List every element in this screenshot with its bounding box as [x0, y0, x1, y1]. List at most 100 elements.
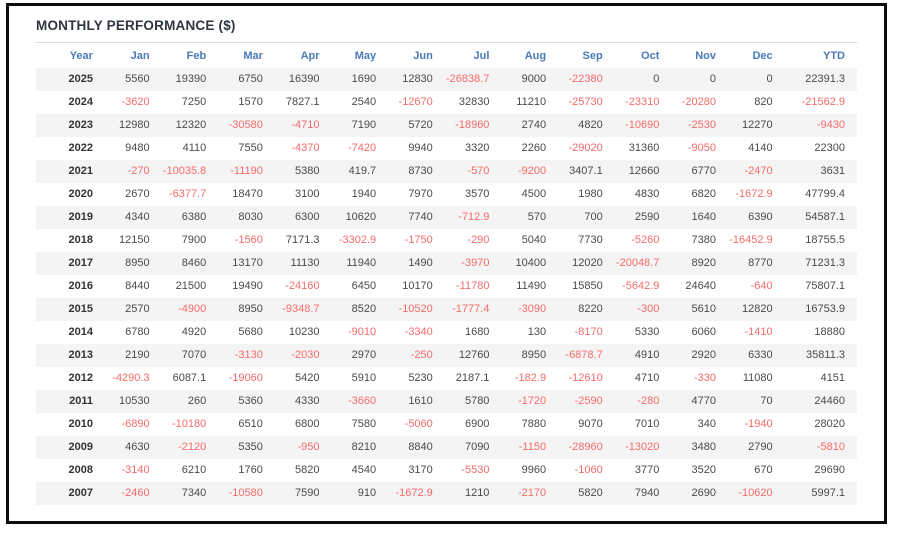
value-cell: 24460 — [785, 390, 857, 413]
value-cell: 8220 — [558, 298, 615, 321]
value-cell: 4770 — [671, 390, 728, 413]
value-cell: 7730 — [558, 229, 615, 252]
year-cell: 2014 — [36, 321, 105, 344]
monthly-performance-table: YearJanFebMarAprMayJunJulAugSepOctNovDec… — [36, 43, 857, 505]
value-cell: 2590 — [615, 206, 672, 229]
value-cell: 4820 — [558, 114, 615, 137]
year-cell: 2009 — [36, 436, 105, 459]
value-cell: -5060 — [388, 413, 445, 436]
value-cell: 7250 — [162, 91, 219, 114]
value-cell: 7590 — [275, 482, 332, 505]
value-cell: 1760 — [218, 459, 275, 482]
value-cell: 7090 — [445, 436, 502, 459]
value-cell: 1640 — [671, 206, 728, 229]
value-cell: -4290.3 — [105, 367, 162, 390]
value-cell: -10620 — [728, 482, 785, 505]
value-cell: -3130 — [218, 344, 275, 367]
value-cell: 7340 — [162, 482, 219, 505]
year-cell: 2017 — [36, 252, 105, 275]
value-cell: 22300 — [785, 137, 857, 160]
value-cell: 7190 — [332, 114, 389, 137]
value-cell: 2740 — [501, 114, 558, 137]
value-cell: 12270 — [728, 114, 785, 137]
table-row-2010: 2010-6890-10180651068007580-506069007880… — [36, 413, 857, 436]
value-cell: 8840 — [388, 436, 445, 459]
value-cell: 10400 — [501, 252, 558, 275]
year-cell: 2021 — [36, 160, 105, 183]
value-cell: 6510 — [218, 413, 275, 436]
value-cell: -20280 — [671, 91, 728, 114]
value-cell: 1570 — [218, 91, 275, 114]
value-cell: 5780 — [445, 390, 502, 413]
value-cell: 5360 — [218, 390, 275, 413]
value-cell: 3320 — [445, 137, 502, 160]
value-cell: -3660 — [332, 390, 389, 413]
value-cell: 6210 — [162, 459, 219, 482]
value-cell: 820 — [728, 91, 785, 114]
value-cell: -9430 — [785, 114, 857, 137]
value-cell: -19060 — [218, 367, 275, 390]
value-cell: 7010 — [615, 413, 672, 436]
year-cell: 2016 — [36, 275, 105, 298]
value-cell: 8730 — [388, 160, 445, 183]
value-cell: 6900 — [445, 413, 502, 436]
year-cell: 2025 — [36, 68, 105, 91]
value-cell: 11080 — [728, 367, 785, 390]
value-cell: 3480 — [671, 436, 728, 459]
value-cell: 5380 — [275, 160, 332, 183]
value-cell: 19390 — [162, 68, 219, 91]
value-cell: 570 — [501, 206, 558, 229]
value-cell: 6060 — [671, 321, 728, 344]
value-cell: -30580 — [218, 114, 275, 137]
column-header-feb: Feb — [162, 43, 219, 68]
value-cell: 7740 — [388, 206, 445, 229]
table-row-2020: 20202670-6377.71847031001940797035704500… — [36, 183, 857, 206]
value-cell: 7880 — [501, 413, 558, 436]
value-cell: 11210 — [501, 91, 558, 114]
year-cell: 2019 — [36, 206, 105, 229]
value-cell: 1490 — [388, 252, 445, 275]
value-cell: 6380 — [162, 206, 219, 229]
value-cell: 3770 — [615, 459, 672, 482]
value-cell: 4830 — [615, 183, 672, 206]
value-cell: 2540 — [332, 91, 389, 114]
value-cell: 4910 — [615, 344, 672, 367]
value-cell: 5820 — [275, 459, 332, 482]
value-cell: -20048.7 — [615, 252, 672, 275]
value-cell: 4140 — [728, 137, 785, 160]
value-cell: 6780 — [105, 321, 162, 344]
value-cell: -2590 — [558, 390, 615, 413]
value-cell: 54587.1 — [785, 206, 857, 229]
value-cell: -5260 — [615, 229, 672, 252]
value-cell: -1672.9 — [728, 183, 785, 206]
screenshot-frame: MONTHLY PERFORMANCE ($) YearJanFebMarApr… — [6, 3, 887, 524]
year-cell: 2012 — [36, 367, 105, 390]
table-row-2012: 2012-4290.36087.1-190605420591052302187.… — [36, 367, 857, 390]
value-cell: 7827.1 — [275, 91, 332, 114]
page-title: MONTHLY PERFORMANCE ($) — [36, 18, 857, 33]
value-cell: 5610 — [671, 298, 728, 321]
value-cell: 11940 — [332, 252, 389, 275]
value-cell: 5230 — [388, 367, 445, 390]
value-cell: 13170 — [218, 252, 275, 275]
value-cell: 8950 — [105, 252, 162, 275]
column-header-year: Year — [36, 43, 105, 68]
value-cell: 29690 — [785, 459, 857, 482]
value-cell: 2190 — [105, 344, 162, 367]
year-cell: 2018 — [36, 229, 105, 252]
value-cell: -2030 — [275, 344, 332, 367]
value-cell: -182.9 — [501, 367, 558, 390]
value-cell: 2570 — [105, 298, 162, 321]
value-cell: -9348.7 — [275, 298, 332, 321]
value-cell: 1610 — [388, 390, 445, 413]
value-cell: -4370 — [275, 137, 332, 160]
value-cell: 8950 — [501, 344, 558, 367]
value-cell: -10180 — [162, 413, 219, 436]
value-cell: 6390 — [728, 206, 785, 229]
value-cell: -9200 — [501, 160, 558, 183]
value-cell: 5420 — [275, 367, 332, 390]
value-cell: -10035.8 — [162, 160, 219, 183]
column-header-nov: Nov — [671, 43, 728, 68]
value-cell: -2470 — [728, 160, 785, 183]
value-cell: 12820 — [728, 298, 785, 321]
